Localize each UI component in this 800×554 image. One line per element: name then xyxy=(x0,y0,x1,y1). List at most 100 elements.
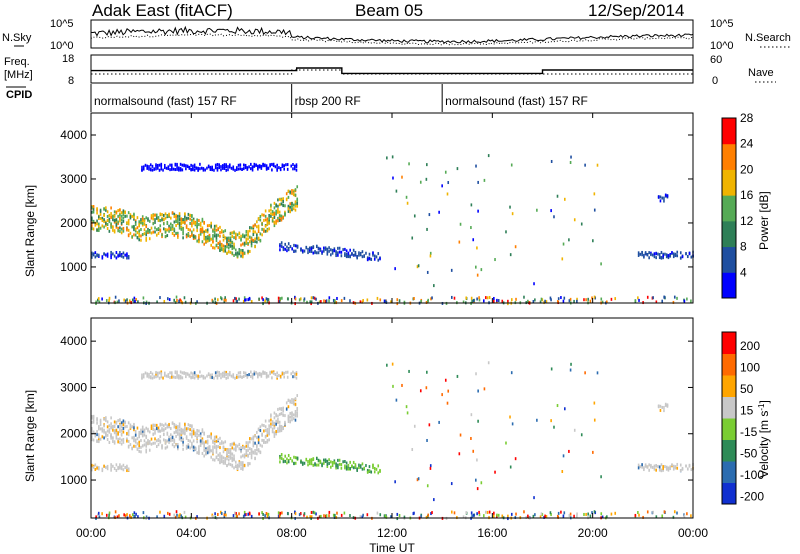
power-cell xyxy=(156,165,159,169)
power-cell xyxy=(294,200,297,204)
velocity-cell xyxy=(264,371,266,375)
power-cell xyxy=(99,216,102,220)
velocity-cell xyxy=(224,440,227,444)
power-cell xyxy=(270,212,272,216)
power-cell xyxy=(204,168,206,172)
velocity-cell xyxy=(146,374,149,378)
velocity-cell xyxy=(117,437,119,441)
power-cell xyxy=(376,296,379,300)
power-cell xyxy=(202,167,205,171)
power-cell xyxy=(664,252,666,256)
power-cell xyxy=(257,227,260,231)
velocity-cell xyxy=(532,514,535,518)
velocity-cell xyxy=(324,458,327,462)
velocity-cell xyxy=(326,459,329,463)
velocity-cell xyxy=(664,465,666,469)
power-cell xyxy=(192,234,195,238)
velocity-cell xyxy=(207,372,210,376)
power-cell xyxy=(313,296,316,300)
power-cell xyxy=(262,302,264,306)
velocity-cell xyxy=(462,515,465,519)
power-cell xyxy=(245,298,247,302)
velocity-cell xyxy=(238,447,241,451)
velocity-cell xyxy=(476,512,478,516)
power-cell xyxy=(284,212,286,216)
velocity-cell xyxy=(320,514,322,518)
velocity-cell xyxy=(287,460,290,464)
velocity-cell xyxy=(192,428,195,432)
power-cell xyxy=(120,254,123,258)
power-cell xyxy=(366,298,369,302)
velocity-cell xyxy=(189,432,191,436)
power-cell xyxy=(178,218,181,222)
power-cell xyxy=(192,168,194,172)
velocity-cell xyxy=(188,374,191,378)
power-cell xyxy=(122,251,125,255)
velocity-cell xyxy=(308,460,311,464)
power-cell xyxy=(177,220,179,224)
power-cell xyxy=(259,232,262,236)
power-cell xyxy=(458,240,461,244)
power-cell xyxy=(307,251,309,255)
velocity-cell xyxy=(249,462,251,466)
power-cell xyxy=(253,164,256,168)
power-cell xyxy=(359,253,362,257)
velocity-cell xyxy=(172,375,175,379)
power-cell xyxy=(637,251,640,255)
power-cell xyxy=(134,220,137,224)
velocity-cell xyxy=(179,370,182,374)
velocity-cell xyxy=(206,435,209,439)
velocity-cell xyxy=(293,461,295,465)
power-cell xyxy=(161,235,163,239)
velocity-cell xyxy=(266,515,269,519)
velocity-cell xyxy=(295,371,298,375)
velocity-cell xyxy=(175,426,177,430)
power-cell xyxy=(162,222,165,226)
velocity-cell xyxy=(515,512,517,516)
velocity-cell xyxy=(198,449,200,453)
velocity-cell xyxy=(584,371,586,375)
velocity-cell xyxy=(655,515,658,519)
power-cell xyxy=(444,170,447,174)
power-cell xyxy=(326,252,329,256)
power-cell xyxy=(242,234,244,238)
velocity-cell xyxy=(676,511,678,515)
power-cell xyxy=(150,214,153,218)
velocity-cell xyxy=(541,513,544,517)
power-cell xyxy=(533,282,535,286)
power-cell xyxy=(119,226,121,230)
power-cell xyxy=(560,296,562,300)
velocity-cell xyxy=(226,464,228,468)
velocity-cell xyxy=(252,450,255,454)
velocity-cell xyxy=(134,431,137,435)
velocity-cell xyxy=(108,513,110,517)
velocity-cell xyxy=(344,459,346,463)
velocity-cell xyxy=(250,453,253,457)
velocity-cell xyxy=(247,448,249,452)
power-cell xyxy=(596,163,599,167)
power-cell xyxy=(133,296,136,300)
velocity-cell xyxy=(178,434,181,438)
velocity-cell xyxy=(450,482,453,486)
power-cell xyxy=(252,231,255,235)
power-cell xyxy=(133,215,135,219)
velocity-cell xyxy=(106,433,109,437)
velocity-cell xyxy=(395,398,398,402)
power-cell xyxy=(219,296,222,300)
velocity-cell xyxy=(110,466,112,470)
power-cell xyxy=(201,219,204,223)
power-cell xyxy=(194,235,197,239)
velocity-cell xyxy=(280,412,283,416)
velocity-cell xyxy=(171,421,174,425)
velocity-colorbar-label: Velocity [m s-1] xyxy=(757,400,771,478)
freq-right-tick-bottom: 0 xyxy=(712,75,718,87)
power-cell xyxy=(156,300,158,304)
power-cell xyxy=(150,231,153,235)
velocity-cell xyxy=(149,375,152,379)
velocity-cell xyxy=(136,426,139,430)
power-cell xyxy=(161,233,163,237)
power-cell xyxy=(459,222,462,226)
velocity-cell xyxy=(408,369,410,373)
velocity-cell xyxy=(330,460,332,464)
velocity-cell xyxy=(292,375,294,379)
